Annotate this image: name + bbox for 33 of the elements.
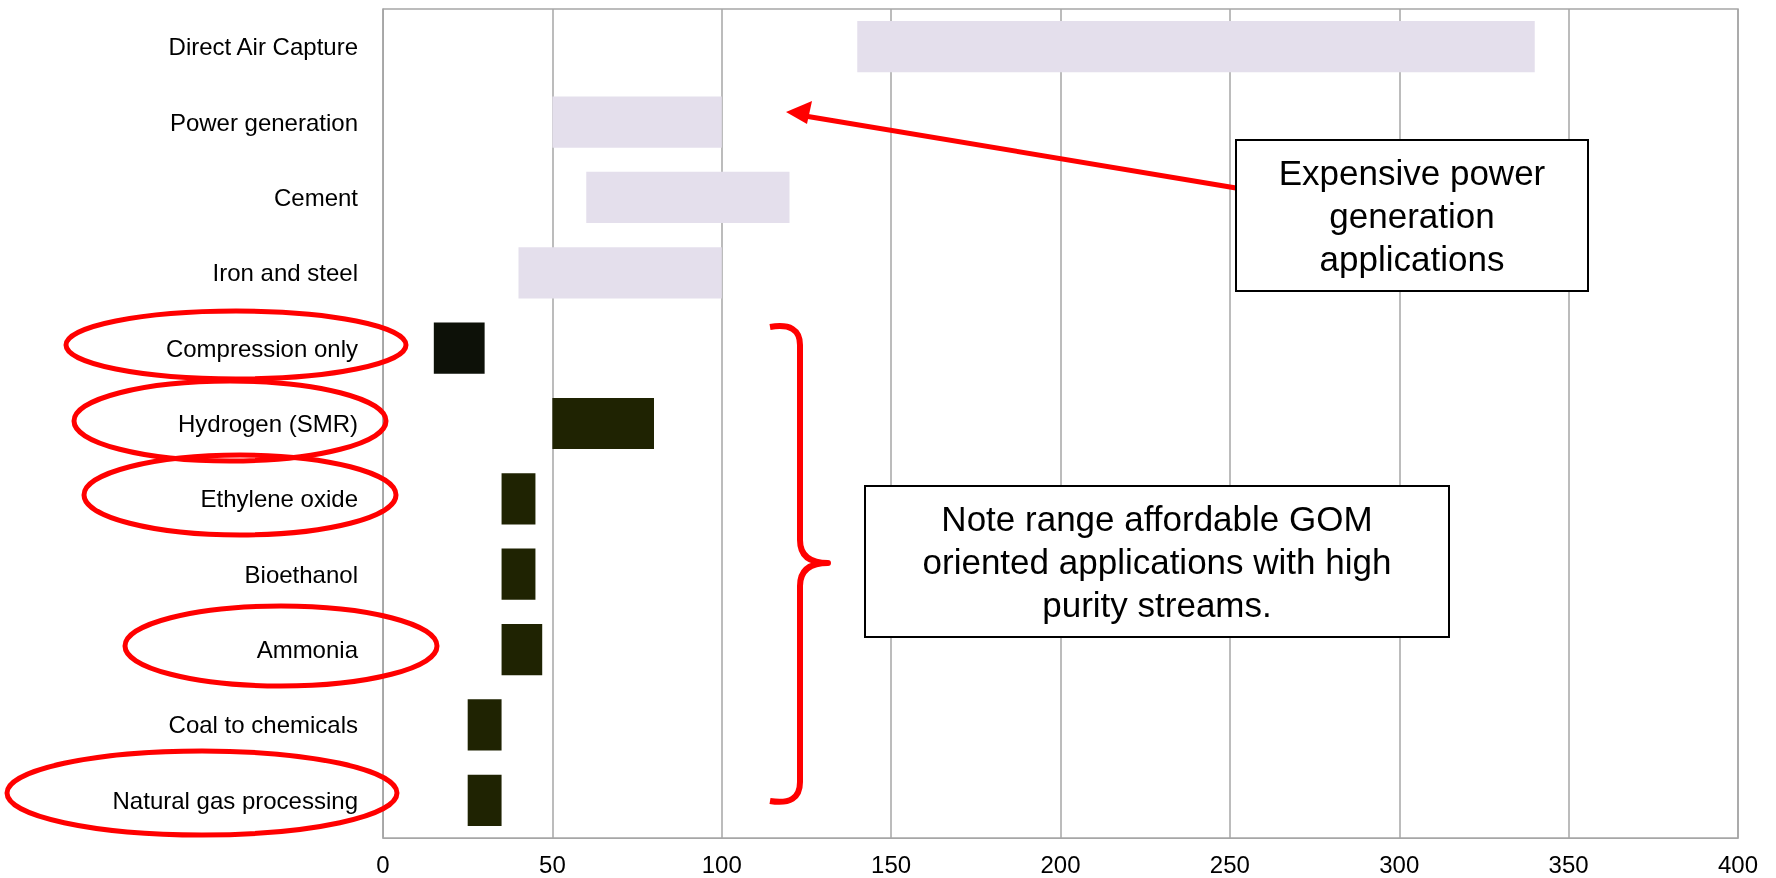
x-tick-label: 150 — [871, 850, 912, 878]
y-tick-label: Compression only — [165, 334, 358, 362]
x-tick-label: 300 — [1379, 850, 1420, 878]
y-tick-label: Ammonia — [256, 636, 359, 664]
y-tick-label: Bioethanol — [244, 560, 358, 588]
y-tick-label: Ethylene oxide — [200, 485, 358, 513]
bar — [467, 774, 502, 826]
x-tick-label: 100 — [701, 850, 742, 878]
x-tick-label: 200 — [1040, 850, 1081, 878]
x-tick-label: 0 — [376, 850, 390, 878]
bar — [501, 623, 543, 676]
y-tick-label: Natural gas processing — [112, 786, 358, 814]
bar — [857, 21, 1535, 73]
x-tick-label: 50 — [539, 850, 566, 878]
bar — [501, 548, 536, 600]
x-tick-label: 350 — [1548, 850, 1589, 878]
bar — [518, 247, 722, 299]
y-tick-label: Cement — [273, 183, 359, 211]
y-tick-label: Coal to chemicals — [168, 711, 358, 739]
callout-box: Expensive power generation applications — [1235, 139, 1589, 292]
y-tick-label: Hydrogen (SMR) — [177, 410, 358, 437]
bar — [586, 171, 790, 224]
bar — [552, 96, 722, 148]
bar — [552, 397, 654, 450]
y-tick-label: Power generation — [169, 108, 358, 136]
x-tick-label: 250 — [1209, 850, 1250, 878]
bar — [467, 699, 502, 751]
x-tick-label: 400 — [1717, 850, 1759, 878]
callout-box: Note range affordable GOM oriented applications with high purity streams. — [864, 485, 1450, 638]
y-tick-label: Iron and steel — [212, 259, 358, 287]
y-tick-label: Direct Air Capture — [168, 33, 358, 61]
bar — [501, 473, 536, 525]
bar — [433, 322, 485, 374]
